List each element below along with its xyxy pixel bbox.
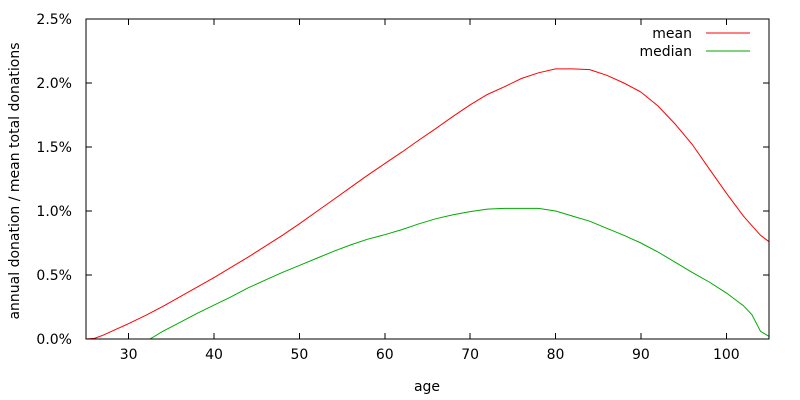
y-tick-label: 1.0%: [36, 204, 72, 220]
legend: mean median: [640, 26, 750, 60]
x-tick-label: 50: [291, 347, 309, 363]
y-tick-label: 1.5%: [36, 140, 72, 156]
ticks-layer: 30 40 50 60 70 80 90 100 0.0% 0.5% 1.0% 1.5% 2.0% 2.5…: [36, 12, 769, 363]
y-tick-label: 2.0%: [36, 76, 72, 92]
series-line-mean: [85, 68, 770, 340]
x-tick-label: 60: [376, 347, 394, 363]
x-tick-label: 30: [120, 347, 138, 363]
series-layer: [85, 68, 770, 340]
plot-frame: [85, 18, 770, 340]
y-axis-title: annual donation / mean total donations: [7, 42, 23, 319]
x-tick-label: 70: [461, 347, 479, 363]
x-tick-label: 80: [547, 347, 565, 363]
y-tick-label: 2.5%: [36, 12, 72, 28]
x-tick-label: 40: [205, 347, 223, 363]
y-axis-title-group: annual donation / mean total donations: [7, 42, 23, 319]
x-tick-label: 100: [713, 347, 740, 363]
legend-label-median: median: [640, 44, 692, 60]
legend-label-mean: mean: [652, 26, 692, 42]
x-tick-label: 90: [632, 347, 650, 363]
y-tick-label: 0.5%: [36, 268, 72, 284]
y-tick-label: 0.0%: [36, 332, 72, 348]
x-axis-title: age: [414, 379, 440, 395]
series-line-median: [149, 207, 770, 340]
